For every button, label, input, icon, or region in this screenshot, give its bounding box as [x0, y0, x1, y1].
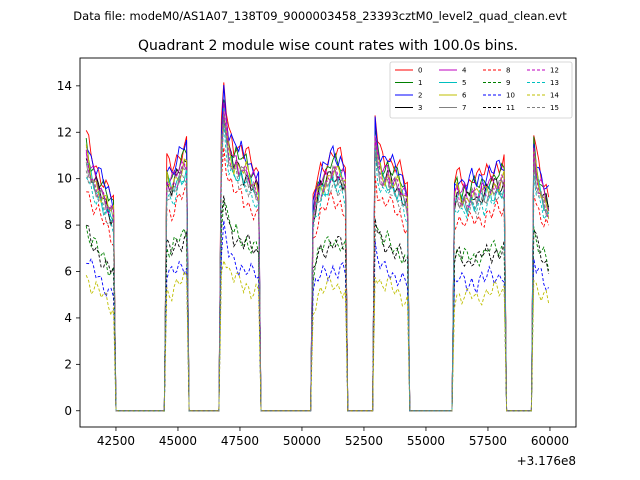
legend-label-0: 0 [418, 67, 422, 75]
y-tick-label: 4 [64, 311, 72, 325]
x-tick-label: 45000 [159, 434, 197, 448]
x-offset-label: +3.176e8 [517, 454, 576, 468]
x-tick-label: 60000 [531, 434, 569, 448]
y-tick-label: 14 [57, 79, 72, 93]
series-line-12 [85, 111, 550, 412]
legend-label-1: 1 [418, 79, 422, 87]
series-line-11 [86, 195, 550, 412]
series-line-9 [85, 199, 550, 412]
legend-label-14: 14 [550, 92, 559, 100]
series-line-7 [85, 111, 550, 412]
x-tick-label: 50000 [283, 434, 321, 448]
axes-frame [79, 57, 577, 428]
x-tick-label: 42500 [97, 434, 135, 448]
legend-label-10: 10 [506, 92, 515, 100]
legend-label-11: 11 [506, 104, 515, 112]
y-tick-label: 12 [57, 125, 72, 139]
x-tick-label: 47500 [221, 434, 259, 448]
y-tick-label: 10 [57, 172, 72, 186]
x-tick-label: 55000 [407, 434, 445, 448]
y-tick-label: 2 [64, 357, 72, 371]
y-tick-label: 0 [64, 404, 72, 418]
y-tick-label: 6 [64, 265, 72, 279]
series-line-14 [85, 258, 550, 412]
legend-label-4: 4 [462, 67, 467, 75]
legend-label-13: 13 [550, 79, 559, 87]
legend-label-9: 9 [506, 79, 510, 87]
legend-box [389, 61, 573, 119]
series-line-10 [86, 220, 550, 412]
legend-label-6: 6 [462, 92, 467, 100]
series-line-2 [85, 84, 550, 412]
x-axis: 42500 45000 47500 50000 52500 55000 57500 60000 [97, 427, 569, 448]
series-line-13 [85, 122, 550, 412]
legend-label-3: 3 [418, 104, 422, 112]
legend-label-7: 7 [462, 104, 466, 112]
series-line-0 [85, 82, 550, 412]
legend-label-5: 5 [462, 79, 466, 87]
plot-series [85, 82, 550, 412]
figure-suptitle: Data file: modeM0/AS1A07_138T09_90000034… [73, 9, 567, 23]
series-line-8 [86, 147, 550, 412]
y-axis: 0 2 4 6 8 10 12 14 [57, 79, 80, 418]
legend-label-15: 15 [550, 104, 559, 112]
legend-label-8: 8 [506, 67, 510, 75]
y-tick-label: 8 [64, 218, 72, 232]
legend-label-12: 12 [550, 67, 559, 75]
series-line-6 [85, 111, 550, 412]
x-tick-label: 57500 [469, 434, 507, 448]
series-line-5 [85, 107, 550, 412]
x-tick-label: 52500 [345, 434, 383, 448]
legend-label-2: 2 [418, 92, 422, 100]
series-line-4 [85, 102, 550, 412]
series-line-15 [85, 121, 550, 412]
chart-title: Quadrant 2 module wise count rates with … [138, 38, 518, 54]
series-line-1 [85, 99, 550, 412]
